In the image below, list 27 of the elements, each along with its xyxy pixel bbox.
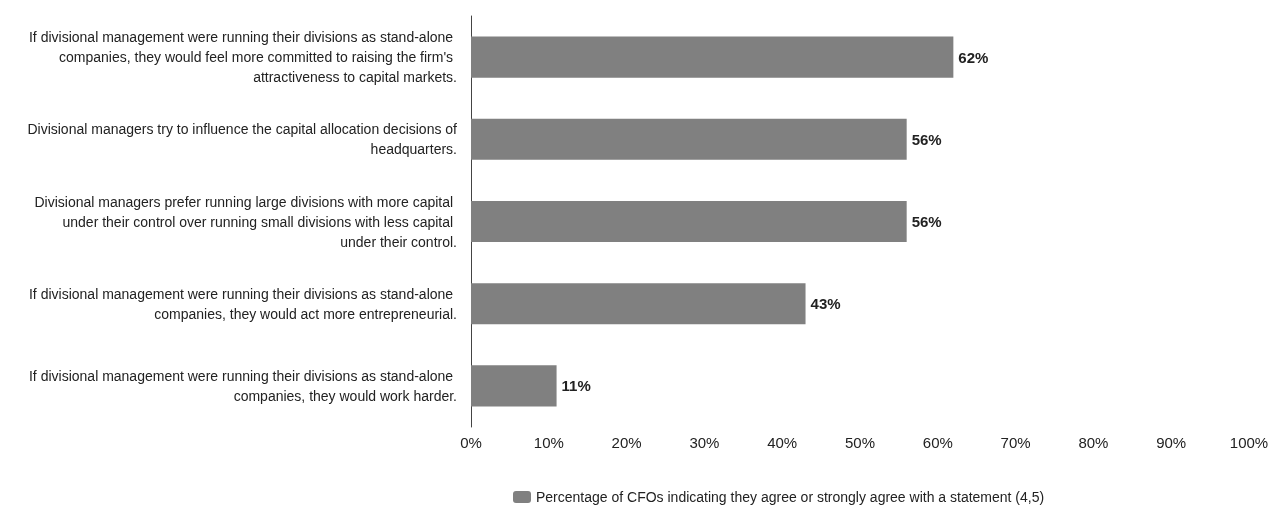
x-tick-label: 70% xyxy=(1000,434,1031,451)
y-tick-label: If divisional management were running their divisions as stand-alone companies, they would act more entrepreneurial. xyxy=(28,285,457,322)
y-tick-label: If divisional management were running their divisions as stand-alone companies, they would work harder. xyxy=(28,367,457,404)
x-tick-label: 40% xyxy=(767,434,798,451)
data-label: 56% xyxy=(911,213,942,230)
x-tick-label: 90% xyxy=(1156,434,1187,451)
bar xyxy=(471,36,954,78)
x-tick-label: 20% xyxy=(611,434,642,451)
legend-label: Percentage of CFOs indicating they agree or strongly agree with a statement (4,5) xyxy=(536,489,1045,505)
data-label: 43% xyxy=(810,295,841,313)
bar xyxy=(471,118,907,160)
y-tick-label: If divisional management were running their divisions as stand-alone companies, they would feel more committed to raising the firm's attractiveness to capital markets. xyxy=(28,29,457,86)
bar xyxy=(471,200,907,243)
data-label: 62% xyxy=(958,48,989,66)
x-tick-label: 0% xyxy=(460,434,482,451)
data-label: 11% xyxy=(561,377,591,395)
y-tick-label: Divisional managers try to influence the capital allocation decisions of headquarters. xyxy=(27,121,458,158)
data-label: 56% xyxy=(911,130,942,148)
bar xyxy=(471,283,806,325)
bar xyxy=(471,365,557,407)
x-tick-label: 10% xyxy=(533,434,564,451)
x-tick-label: 60% xyxy=(922,434,953,451)
x-tick-label: 30% xyxy=(689,434,720,451)
x-tick-label: 50% xyxy=(844,434,876,451)
y-tick-label: Divisional managers prefer running large divisions with more capital under their control over running small divisions with less capital under their control. xyxy=(34,193,457,250)
x-tick-label: 80% xyxy=(1078,434,1109,451)
x-tick-label: 100% xyxy=(1229,434,1269,451)
